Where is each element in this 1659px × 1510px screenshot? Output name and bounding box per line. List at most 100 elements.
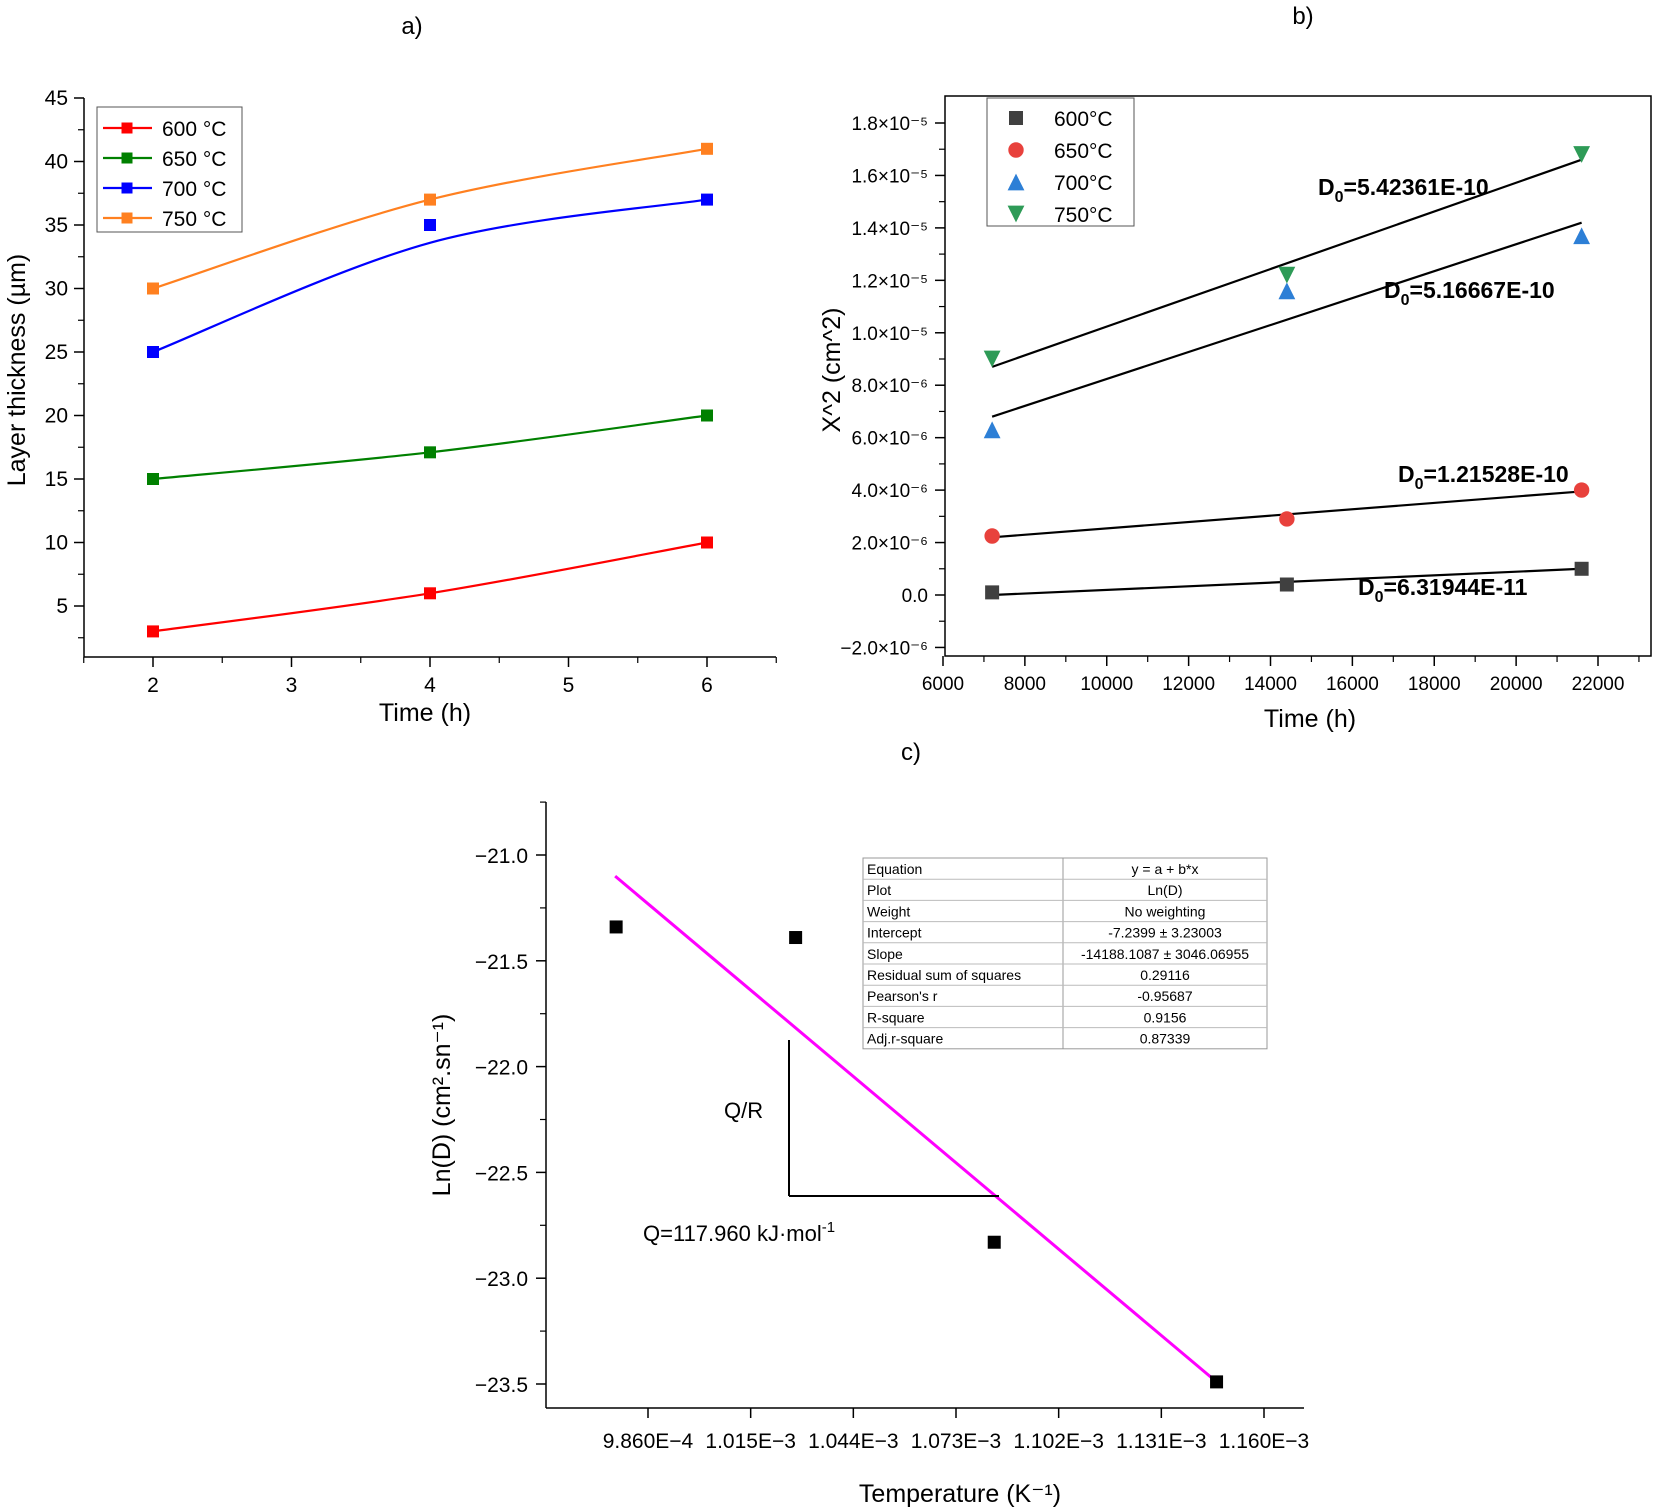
b-point-700 <box>983 421 1001 439</box>
c-x-tick-label: 1.015E−3 <box>705 1430 796 1453</box>
fit-table-value: -0.95687 <box>1137 988 1192 1004</box>
a-x-tick-label: 5 <box>563 674 575 697</box>
a-point-700 <box>147 346 159 358</box>
b-legend-label-700: 700°C <box>1054 172 1113 195</box>
c-x-tick-label: 1.102E−3 <box>1013 1430 1104 1453</box>
fit-table-value: Ln(D) <box>1147 882 1182 898</box>
a-point-600 <box>147 625 159 638</box>
c-x-axis-title: Temperature (K⁻¹) <box>859 1480 1061 1508</box>
b-x-tick-label: 14000 <box>1244 674 1297 695</box>
fit-table-value: -14188.1087 ± 3046.06955 <box>1081 946 1249 962</box>
b-x-tick-label: 6000 <box>922 674 964 695</box>
fit-table-key: Pearson's r <box>867 988 938 1004</box>
b-legend-label-650: 650°C <box>1054 140 1113 163</box>
b-d0-label-700: D0=5.16667E-10 <box>1384 277 1555 309</box>
a-y-tick-label: 30 <box>45 278 68 301</box>
b-y-tick-label: 2.0×10⁻⁶ <box>852 534 929 555</box>
c-y-tick-label: −21.5 <box>475 951 528 974</box>
a-point-600 <box>701 536 713 549</box>
b-y-tick-label: 1.2×10⁻⁵ <box>851 271 928 292</box>
b-y-tick-label: −2.0×10⁻⁶ <box>840 638 928 659</box>
b-x-tick-label: 8000 <box>1004 674 1046 695</box>
b-legend-marker-750 <box>1007 205 1025 223</box>
b-point-700 <box>1278 282 1296 300</box>
a-y-axis-title: Layer thickness (µm) <box>3 254 31 487</box>
a-legend-marker-750 <box>121 212 133 224</box>
a-y-tick-label: 25 <box>45 341 68 364</box>
c-point <box>609 920 623 934</box>
fit-table-key: Intercept <box>867 925 922 941</box>
a-x-tick-label: 4 <box>424 674 436 697</box>
panel-b: 6000 8000 10000 12000 14000 16000 18000 20000 22… <box>818 95 1652 733</box>
b-legend-marker-600 <box>1009 111 1023 125</box>
a-x-tick-label: 6 <box>701 674 713 697</box>
c-y-tick-label: −23.0 <box>475 1268 528 1291</box>
fit-table-key: Slope <box>867 946 903 962</box>
a-y-tick-label: 5 <box>56 595 68 618</box>
b-point-600 <box>1574 561 1589 576</box>
panel-label-b: b) <box>1292 3 1313 30</box>
b-point-750 <box>1278 266 1296 284</box>
b-x-tick-label: 10000 <box>1080 674 1133 695</box>
fit-table-key: Equation <box>867 861 922 877</box>
c-fit-line <box>614 875 1218 1384</box>
panel-c: 9.860E−4 1.015E−3 1.044E−3 1.073E−3 1.102E−3… <box>428 801 1310 1508</box>
fit-table-value: 0.29116 <box>1140 967 1190 983</box>
c-y-tick-label: −21.0 <box>475 845 528 868</box>
a-x-axis-title: Time (h) <box>379 699 471 727</box>
b-point-750 <box>983 350 1001 368</box>
b-x-tick-label: 22000 <box>1572 674 1625 695</box>
panel-label-c: c) <box>901 739 921 766</box>
c-y-axis-title: Ln(D) (cm².sn⁻¹) <box>428 1014 456 1197</box>
a-point-600 <box>424 587 436 600</box>
b-point-600 <box>985 585 1000 600</box>
b-point-650 <box>984 528 1000 544</box>
b-y-tick-label: 1.8×10⁻⁵ <box>851 114 928 135</box>
fit-table-value: 0.9156 <box>1144 1009 1187 1025</box>
a-y-tick-label: 20 <box>45 405 68 428</box>
c-x-tick-label: 9.860E−4 <box>603 1430 694 1453</box>
b-x-tick-label: 16000 <box>1326 674 1379 695</box>
b-y-axis-title: X^2 (cm^2) <box>818 308 846 433</box>
a-point-650 <box>424 446 436 459</box>
a-point-750 <box>424 193 436 206</box>
b-legend-marker-650 <box>1008 142 1024 158</box>
a-x-tick-label: 3 <box>286 674 298 697</box>
a-legend-marker-650 <box>121 152 133 164</box>
fit-table-key: Weight <box>867 903 910 919</box>
c-x-tick-label: 1.160E−3 <box>1219 1430 1310 1453</box>
a-curve-700 <box>152 198 708 354</box>
b-fit-line-750 <box>991 158 1582 368</box>
a-point-700 <box>701 193 713 206</box>
a-point-700 <box>424 219 436 231</box>
a-point-650 <box>701 409 713 422</box>
a-legend-label-700: 700 °C <box>162 178 226 201</box>
c-y-tick-label: −22.5 <box>475 1162 528 1185</box>
a-legend-label-600: 600 °C <box>162 118 226 141</box>
b-legend-label-750: 750°C <box>1054 204 1113 227</box>
b-legend-label-600: 600°C <box>1054 108 1113 131</box>
a-point-750 <box>701 142 713 155</box>
a-point-650 <box>147 473 159 485</box>
fit-table-key: Plot <box>867 882 891 898</box>
c-x-tick-label: 1.131E−3 <box>1116 1430 1207 1453</box>
b-y-tick-label: 8.0×10⁻⁶ <box>852 376 929 397</box>
c-point <box>987 1235 1001 1249</box>
a-legend-marker-700 <box>121 182 133 194</box>
panel-label-a: a) <box>401 13 422 40</box>
a-y-tick-label: 45 <box>45 87 68 110</box>
fit-table-key: R-square <box>867 1009 925 1025</box>
b-y-tick-label: 1.6×10⁻⁵ <box>851 166 928 187</box>
b-point-650 <box>1279 511 1295 527</box>
b-point-650 <box>1573 482 1590 498</box>
fit-table-value: 0.87339 <box>1140 1031 1191 1047</box>
a-y-tick-label: 40 <box>45 151 68 174</box>
a-x-tick-label: 2 <box>147 674 159 697</box>
q-over-r-label: Q/R <box>724 1098 763 1123</box>
b-d0-label-750: D0=5.42361E-10 <box>1318 174 1489 206</box>
c-point <box>1210 1375 1224 1389</box>
b-x-tick-label: 20000 <box>1490 674 1543 695</box>
a-legend-label-650: 650 °C <box>162 148 226 171</box>
